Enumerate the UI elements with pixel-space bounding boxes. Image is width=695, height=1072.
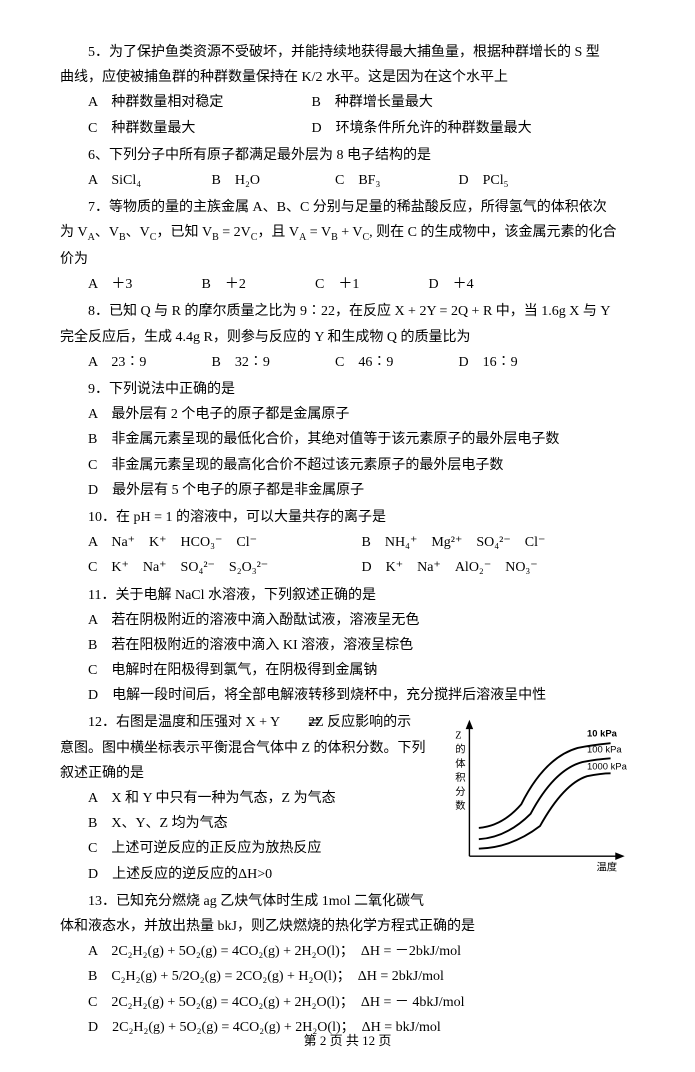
- question-13: 13．已知充分燃烧 ag 乙炔气体时生成 1mol 二氧化碳气 体和液态水，并放…: [60, 889, 635, 1040]
- q8-stem-line1: 8．已知 Q 与 R 的摩尔质量之比为 9∶22，在反应 X + 2Y = 2Q…: [60, 299, 635, 324]
- svg-text:的: 的: [455, 743, 465, 756]
- q5-options-row2: C 种群数量最大 D 环境条件所允许的种群数量最大: [88, 116, 635, 141]
- q5-stem-line1: 5．为了保护鱼类资源不受破坏，并能持续地获得最大捕鱼量，根据种群增长的 S 型: [60, 40, 635, 65]
- page-footer: 第 2 页 共 12 页: [0, 1029, 695, 1052]
- q11-stem: 11．关于电解 NaCl 水溶液，下列叙述正确的是: [60, 583, 635, 608]
- q7-option-a: A ＋3: [88, 272, 178, 297]
- q6-stem: 6、下列分子中所有原子都满足最外层为 8 电子结构的是: [60, 143, 635, 168]
- q5-option-c: C 种群数量最大: [88, 116, 288, 141]
- q9-option-b: B 非金属元素呈现的最低化合价，其绝对值等于该元素原子的最外层电子数: [88, 427, 635, 452]
- question-11: 11．关于电解 NaCl 水溶液，下列叙述正确的是 A 若在阴极附近的溶液中滴入…: [60, 583, 635, 709]
- q13-stem-line1: 13．已知充分燃烧 ag 乙炔气体时生成 1mol 二氧化碳气: [60, 889, 635, 914]
- q10-option-d: D K⁺ Na⁺ AlO₂⁻ NO₃⁻: [362, 555, 538, 580]
- q6-option-d: D PCl₅: [459, 168, 509, 193]
- svg-text:分: 分: [455, 786, 465, 798]
- q8-option-c: C 46∶9: [335, 350, 435, 375]
- q9-option-a: A 最外层有 2 个电子的原子都是金属原子: [88, 402, 635, 427]
- q13-option-c: C 2C₂H₂(g) + 5O₂(g) = 4CO₂(g) + 2H₂O(l)；…: [88, 990, 635, 1015]
- q9-option-d: D 最外层有 5 个电子的原子都是非金属原子: [88, 478, 635, 503]
- q8-options: A 23∶9 B 32∶9 C 46∶9 D 16∶9: [88, 350, 635, 375]
- q13-option-a: A 2C₂H₂(g) + 5O₂(g) = 4CO₂(g) + 2H₂O(l)；…: [88, 939, 635, 964]
- q13-stem-line2: 体和液态水，并放出热量 bkJ，则乙炔燃烧的热化学方程式正确的是: [60, 914, 635, 939]
- q13-option-b: B C₂H₂(g) + 5/2O₂(g) = 2CO₂(g) + H₂O(l)；…: [88, 964, 635, 989]
- q11-option-c: C 电解时在阳极得到氯气，在阴极得到金属钠: [88, 658, 635, 683]
- q9-option-c: C 非金属元素呈现的最高化合价不超过该元素原子的最外层电子数: [88, 453, 635, 478]
- curve-label-1000kpa: 1000 kPa: [587, 761, 628, 772]
- question-5: 5．为了保护鱼类资源不受破坏，并能持续地获得最大捕鱼量，根据种群增长的 S 型 …: [60, 40, 635, 141]
- q8-option-a: A 23∶9: [88, 350, 188, 375]
- q10-stem: 10．在 pH = 1 的溶液中，可以大量共存的离子是: [60, 505, 635, 530]
- q11-option-a: A 若在阴极附近的溶液中滴入酚酞试液，溶液呈无色: [88, 608, 635, 633]
- q5-option-a: A 种群数量相对稳定: [88, 90, 288, 115]
- q5-options-row1: A 种群数量相对稳定 B 种群增长量最大: [88, 90, 635, 115]
- q10-options-row1: A Na⁺ K⁺ HCO₃⁻ Cl⁻ B NH₄⁺ Mg²⁺ SO₄²⁻ Cl⁻: [88, 530, 635, 555]
- q6-option-c: C BF₃: [335, 168, 435, 193]
- q6-options: A SiCl₄ B H₂O C BF₃ D PCl₅: [88, 168, 635, 193]
- curve-label-10kpa: 10 kPa: [587, 728, 618, 739]
- page-container: 5．为了保护鱼类资源不受破坏，并能持续地获得最大捕鱼量，根据种群增长的 S 型 …: [0, 0, 695, 1072]
- q8-option-b: B 32∶9: [212, 350, 312, 375]
- question-10: 10．在 pH = 1 的溶液中，可以大量共存的离子是 A Na⁺ K⁺ HCO…: [60, 505, 635, 581]
- q6-option-a: A SiCl₄: [88, 168, 188, 193]
- q10-option-c: C K⁺ Na⁺ SO₄²⁻ S₂O₃²⁻: [88, 555, 338, 580]
- q10-options-row2: C K⁺ Na⁺ SO₄²⁻ S₂O₃²⁻ D K⁺ Na⁺ AlO₂⁻ NO₃…: [88, 555, 635, 580]
- svg-text:体: 体: [455, 758, 466, 770]
- svg-text:数: 数: [455, 800, 466, 813]
- q9-stem: 9．下列说法中正确的是: [60, 377, 635, 402]
- q8-option-d: D 16∶9: [459, 350, 518, 375]
- q6-option-b: B H₂O: [212, 168, 312, 193]
- y-axis-label: Z: [455, 731, 461, 742]
- svg-text:积: 积: [455, 772, 465, 784]
- q5-option-b: B 种群增长量最大: [312, 90, 433, 115]
- q7-stem-line1: 7．等物质的量的主族金属 A、B、C 分别与足量的稀盐酸反应，所得氢气的体积依次: [60, 195, 635, 220]
- q7-stem-line2: 为 VA、VB、VC，已知 VB = 2VC，且 VA = VB + VC, 则…: [60, 220, 635, 247]
- x-axis-label: 温度: [596, 861, 617, 874]
- q7-option-d: D ＋4: [429, 272, 474, 297]
- chart-svg: 10 kPa 100 kPa 1000 kPa Z 的 体 积 分 数 温度: [445, 715, 635, 875]
- q11-option-b: B 若在阳极附近的溶液中滴入 KI 溶液，溶液呈棕色: [88, 633, 635, 658]
- q11-option-d: D 电解一段时间后，将全部电解液转移到烧杯中，充分搅拌后溶液呈中性: [88, 683, 635, 708]
- q5-option-d: D 环境条件所允许的种群数量最大: [312, 116, 532, 141]
- question-9: 9．下列说法中正确的是 A 最外层有 2 个电子的原子都是金属原子 B 非金属元…: [60, 377, 635, 503]
- q8-stem-line2: 完全反应后，生成 4.4g R，则参与反应的 Y 和生成物 Q 的质量比为: [60, 325, 635, 350]
- question-7: 7．等物质的量的主族金属 A、B、C 分别与足量的稀盐酸反应，所得氢气的体积依次…: [60, 195, 635, 297]
- q5-stem-line2: 曲线，应使被捕鱼群的种群数量保持在 K/2 水平。这是因为在这个水平上: [60, 65, 635, 90]
- q10-option-a: A Na⁺ K⁺ HCO₃⁻ Cl⁻: [88, 530, 338, 555]
- q7-stem-line3: 价为: [60, 247, 635, 272]
- q7-options: A ＋3 B ＋2 C ＋1 D ＋4: [88, 272, 635, 297]
- q12-chart: 10 kPa 100 kPa 1000 kPa Z 的 体 积 分 数 温度: [445, 715, 635, 875]
- question-8: 8．已知 Q 与 R 的摩尔质量之比为 9∶22，在反应 X + 2Y = 2Q…: [60, 299, 635, 375]
- question-6: 6、下列分子中所有原子都满足最外层为 8 电子结构的是 A SiCl₄ B H₂…: [60, 143, 635, 193]
- q7-option-c: C ＋1: [315, 272, 405, 297]
- question-12: 10 kPa 100 kPa 1000 kPa Z 的 体 积 分 数 温度 1…: [60, 710, 635, 886]
- q10-option-b: B NH₄⁺ Mg²⁺ SO₄²⁻ Cl⁻: [362, 530, 546, 555]
- q7-option-b: B ＋2: [202, 272, 292, 297]
- curve-label-100kpa: 100 kPa: [587, 744, 622, 755]
